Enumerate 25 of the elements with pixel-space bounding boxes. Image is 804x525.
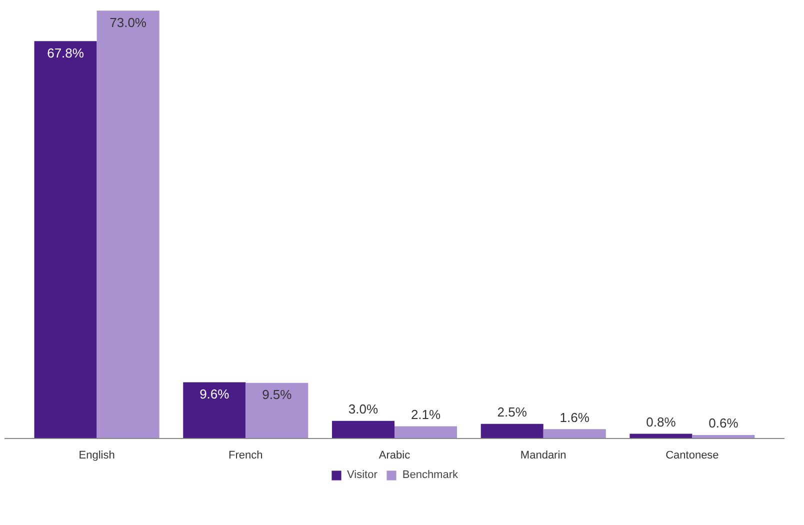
bar (543, 429, 606, 438)
legend-label: Benchmark (402, 469, 458, 481)
data-label: 3.0% (348, 402, 378, 417)
bar (480, 424, 544, 438)
x-tick-label: English (78, 450, 115, 462)
x-tick-label: Mandarin (520, 450, 566, 462)
data-label: 0.8% (646, 414, 676, 430)
x-tick-label: Cantonese (666, 450, 719, 462)
x-tick-label: French (228, 450, 263, 462)
data-label: 0.6% (708, 416, 739, 431)
bar (246, 382, 308, 438)
x-tick-label: Arabic (378, 450, 411, 462)
data-label: 9.5% (262, 387, 292, 402)
data-label: 2.5% (497, 404, 528, 420)
bar (96, 10, 160, 438)
data-label: 9.6% (200, 386, 230, 402)
bar (34, 41, 97, 438)
data-label: 67.8% (47, 45, 84, 60)
data-label: 1.6% (560, 410, 590, 425)
bar (332, 420, 394, 438)
legend-label: Visitor (346, 469, 378, 481)
bar (183, 382, 246, 438)
bar (394, 426, 458, 438)
data-label: 73.0% (110, 14, 147, 30)
data-label: 2.1% (410, 406, 442, 422)
